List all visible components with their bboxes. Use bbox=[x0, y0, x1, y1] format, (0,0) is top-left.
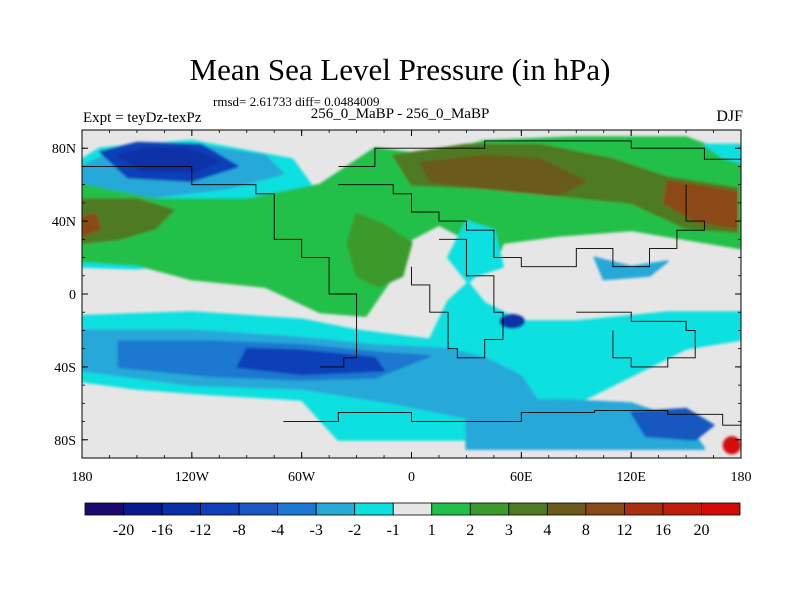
colorbar-label: 1 bbox=[428, 522, 436, 539]
contour-region-18 bbox=[630, 407, 715, 441]
contour-region-6 bbox=[82, 198, 175, 244]
colorbar-swatch bbox=[84, 502, 124, 516]
colorbar-swatch bbox=[354, 502, 394, 516]
colorbar-label: -8 bbox=[232, 522, 245, 539]
contour-region-11 bbox=[663, 180, 739, 230]
coastline-4 bbox=[411, 238, 504, 359]
chart-title: Mean Sea Level Pressure (in hPa) bbox=[189, 52, 611, 87]
colorbar-label: 20 bbox=[693, 522, 709, 539]
colorbar-swatch bbox=[200, 502, 240, 516]
contour-region-20 bbox=[703, 143, 741, 164]
colorbar-label: -3 bbox=[310, 522, 323, 539]
rmsd-diff-stats: rmsd= 2.61733 diff= 0.0484009 bbox=[213, 94, 380, 109]
colorbar-swatch bbox=[624, 502, 664, 516]
colorbar-swatch bbox=[469, 502, 510, 516]
contour-region-8 bbox=[346, 212, 413, 288]
y-tick-label: 80N bbox=[52, 142, 76, 157]
contour-spot-1 bbox=[499, 314, 525, 329]
colorbar-swatch bbox=[701, 502, 741, 516]
colorbar-swatch bbox=[431, 502, 471, 516]
colorbar-label: -4 bbox=[271, 522, 284, 539]
y-tick-label: 40S bbox=[54, 361, 76, 376]
colorbar-swatch bbox=[546, 502, 587, 516]
colorbar-swatch bbox=[123, 502, 163, 516]
colorbar-label: -16 bbox=[151, 522, 172, 539]
colorbar-label: 3 bbox=[505, 522, 513, 539]
colorbar-label: 2 bbox=[466, 522, 474, 539]
coastline-1 bbox=[82, 165, 358, 368]
coastline-3 bbox=[338, 184, 705, 268]
colorbar-label: 4 bbox=[543, 522, 551, 539]
experiment-label: Expt = teyDz-texPz bbox=[83, 110, 202, 126]
colorbar-label: 12 bbox=[616, 522, 632, 539]
colorbar-swatch bbox=[161, 502, 201, 516]
colorbar-swatch bbox=[315, 502, 356, 516]
colorbar-swatch bbox=[392, 502, 433, 516]
contour-regions bbox=[82, 136, 741, 455]
contour-spot-2 bbox=[722, 436, 741, 455]
colorbar-label: 8 bbox=[582, 522, 590, 539]
x-tick-label: 120W bbox=[175, 470, 210, 485]
coastline-2 bbox=[338, 140, 741, 167]
colorbar-swatch bbox=[508, 502, 548, 516]
colorbar-swatch bbox=[238, 502, 279, 516]
contour-region-16 bbox=[236, 347, 385, 376]
x-tick-label: 120E bbox=[616, 470, 646, 485]
season-label: DJF bbox=[716, 108, 743, 125]
contour-fill-layer bbox=[82, 130, 741, 458]
x-tick-label: 180 bbox=[72, 470, 93, 485]
coastline-5 bbox=[576, 311, 696, 368]
x-tick-label: 60E bbox=[510, 470, 533, 485]
colorbar-label: -20 bbox=[113, 522, 134, 539]
colorbar-swatch bbox=[585, 502, 625, 516]
contour-region-10 bbox=[419, 154, 587, 197]
y-tick-label: 80S bbox=[54, 434, 76, 449]
x-tick-label: 180 bbox=[731, 470, 752, 485]
contour-region-7 bbox=[82, 212, 102, 237]
coastline-layer bbox=[82, 140, 741, 437]
colorbar-label: -1 bbox=[387, 522, 400, 539]
x-tick-label: 60W bbox=[288, 470, 316, 485]
colorbar-swatch bbox=[277, 502, 317, 516]
chart-subtitle: 256_0_MaBP - 256_0_MaBP bbox=[310, 106, 490, 122]
colorbar-label: 16 bbox=[655, 522, 671, 539]
colorbar: -20 -16 -12 -8 -4 -3 -2 -1 1 2 3 4 8 12 16 20 bbox=[84, 502, 741, 539]
x-tick-label: 0 bbox=[408, 470, 415, 485]
colorbar-label: -2 bbox=[348, 522, 361, 539]
colorbar-swatch bbox=[662, 502, 702, 516]
coastline-6 bbox=[283, 410, 741, 437]
axes-layer: 180 120W 60W 0 60E 120E 180 80N 40N 0 40S 80S bbox=[52, 130, 752, 485]
colorbar-label: -12 bbox=[190, 522, 211, 539]
y-tick-label: 0 bbox=[69, 288, 76, 303]
y-tick-label: 40N bbox=[52, 215, 76, 230]
